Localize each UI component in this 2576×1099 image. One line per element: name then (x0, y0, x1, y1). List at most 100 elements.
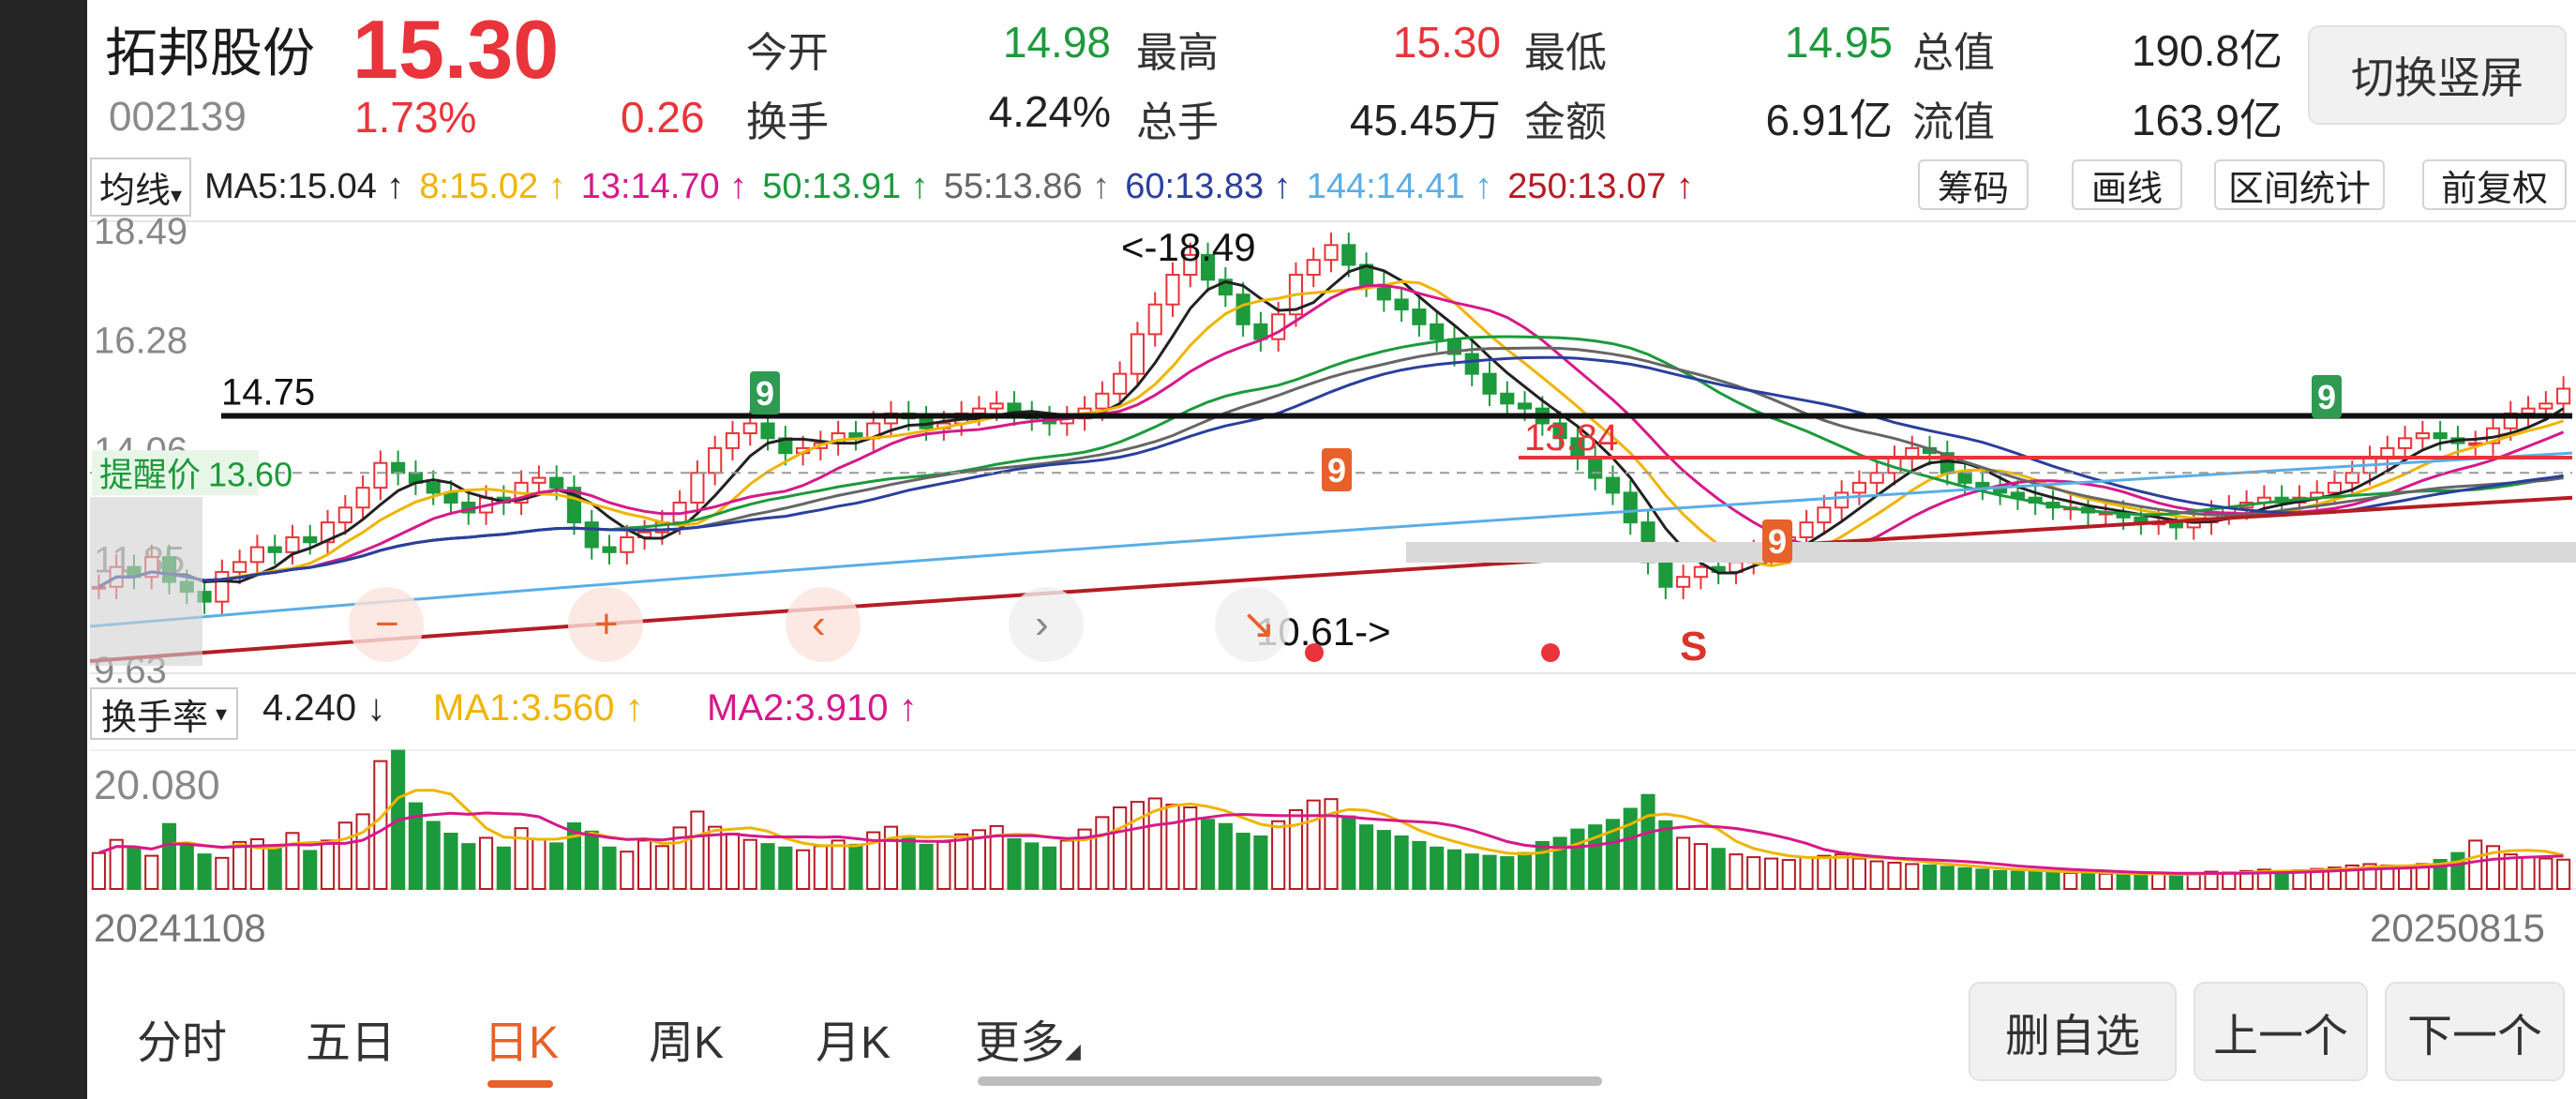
volume-bar (2485, 845, 2501, 891)
candle-body (690, 472, 705, 504)
volume-bar (373, 760, 388, 891)
tool-draw-button[interactable]: 画线 (2072, 159, 2182, 210)
previous-stock-button[interactable]: 上一个 (2194, 982, 2368, 1081)
candle-body (602, 546, 617, 553)
tab-daily-k[interactable]: 日K (484, 1018, 560, 1068)
chart-control-icon: − (375, 601, 399, 647)
volume-bar (2398, 866, 2413, 891)
candle-body (1412, 308, 1427, 325)
volume-bar (1763, 857, 1779, 890)
volume-ma-line (97, 811, 2564, 875)
candle-body (285, 535, 300, 553)
candle-body (443, 491, 458, 504)
volume-bar (1746, 856, 1761, 891)
tool-chips-button[interactable]: 筹码 (1918, 159, 2029, 210)
candle-body (1518, 402, 1533, 410)
signal-dot (1305, 643, 1324, 662)
volume-indicator-label: 换手率 (101, 698, 209, 738)
volume-bar (1729, 853, 1744, 890)
volume-bar (355, 813, 370, 890)
volume-bar (1430, 846, 1445, 891)
horizontal-scrollbar[interactable] (978, 1076, 1602, 1086)
quote-label: 最高 (1136, 30, 1219, 76)
remove-watchlist-button[interactable]: 删自选 (1969, 982, 2177, 1081)
quote-label: 金额 (1524, 99, 1607, 145)
ma-value: 250:13.07 ↑ (1507, 166, 1694, 206)
tool-adjust-button[interactable]: 前复权 (2422, 159, 2567, 210)
next-stock-button[interactable]: 下一个 (2385, 982, 2565, 1081)
volume-bar (249, 837, 264, 890)
volume-bar (1658, 820, 1673, 890)
quote-value: 6.91亿 (1765, 96, 1893, 144)
volume-bar (1059, 839, 1074, 890)
candle-body (1306, 259, 1321, 277)
tool-range-stats-button[interactable]: 区间统计 (2214, 159, 2385, 210)
candle-body (1430, 323, 1445, 340)
tab-intraday[interactable]: 分时 (137, 1018, 228, 1068)
count-badge-label: 9 (756, 374, 774, 413)
volume-bar (2327, 866, 2343, 890)
volume-bar (1552, 836, 1567, 891)
ma-selector[interactable]: 均线▾ (90, 157, 192, 217)
current-price: 15.30 (352, 3, 560, 96)
count-badge-label: 9 (2317, 378, 2336, 416)
support-band (1406, 542, 2576, 563)
volume-bar (1200, 819, 1216, 890)
candle-body (742, 422, 757, 435)
ma-line (97, 355, 2564, 589)
volume-bar (1130, 801, 1145, 890)
candle-body (1165, 274, 1180, 306)
candle-body (267, 546, 282, 553)
volume-bar (1183, 806, 1198, 891)
tab-monthly-k[interactable]: 月K (816, 1018, 891, 1068)
quote-value: 15.30 (1392, 18, 1501, 67)
volume-bar (197, 853, 212, 890)
volume-bar (2098, 872, 2113, 890)
tab-five-day[interactable]: 五日 (306, 1018, 397, 1068)
volume-bar (127, 846, 142, 891)
signal-dot (1541, 643, 1560, 662)
volume-bar (901, 836, 916, 891)
shaded-region (90, 497, 202, 666)
chart-control-icon: + (594, 601, 619, 647)
volume-bar (708, 825, 723, 891)
volume-bar (725, 833, 741, 890)
volume-bar (1253, 835, 1268, 891)
tab-weekly-k[interactable]: 周K (649, 1018, 725, 1068)
count-badge (1322, 448, 1352, 491)
y-tick-label: 16.28 (94, 321, 187, 362)
change-amount: 0.26 (621, 93, 705, 142)
volume-bar (2045, 871, 2060, 890)
ma-line-250 (89, 495, 2573, 664)
volume-bar (1306, 799, 1321, 890)
volume-bar (1623, 807, 1638, 891)
volume-bar (760, 843, 775, 890)
volume-bar (320, 839, 336, 890)
candle-body (355, 487, 370, 509)
volume-bar (2468, 839, 2483, 890)
left-dark-edge (0, 0, 87, 1099)
volume-bar (2116, 873, 2131, 890)
volume-bar (2521, 856, 2536, 891)
candle-body (1464, 353, 1479, 375)
change-percent: 1.73% (354, 93, 477, 142)
ma-line (97, 279, 2565, 589)
switch-portrait-button[interactable]: 切换竖屏 (2308, 25, 2567, 125)
tab-more[interactable]: 更多◢ (975, 1005, 1081, 1071)
volume-indicator-selector[interactable]: 换手率 ▾ (90, 687, 239, 740)
volume-bar (1869, 860, 1884, 891)
volume-bar (337, 821, 352, 891)
candle-body (1113, 372, 1128, 395)
candle-body (2556, 387, 2571, 405)
volume-bar (1605, 819, 1621, 890)
volume-bar (232, 840, 247, 891)
candle-body (1482, 372, 1497, 395)
quote-label: 总值 (1912, 30, 1995, 76)
volume-bar (1535, 840, 1550, 891)
volume-bar (179, 844, 194, 890)
quote-label: 最低 (1524, 30, 1607, 76)
ma-selector-label: 均线 (99, 171, 172, 211)
quote-value: 14.95 (1784, 18, 1893, 67)
count-badge-label: 9 (1327, 451, 1346, 489)
